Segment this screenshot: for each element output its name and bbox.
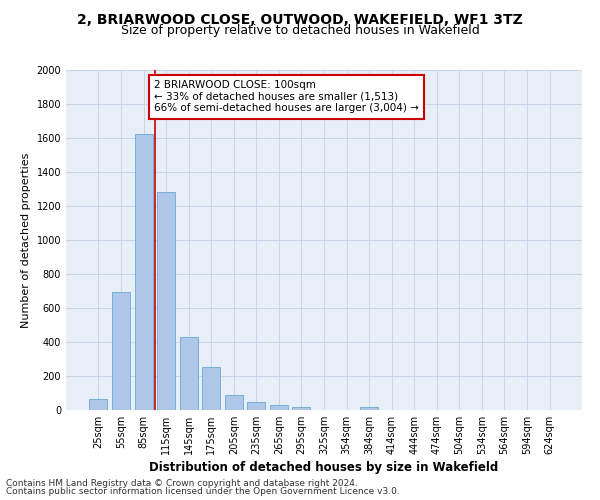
Bar xyxy=(247,402,265,410)
X-axis label: Distribution of detached houses by size in Wakefield: Distribution of detached houses by size … xyxy=(149,461,499,474)
Bar xyxy=(225,394,243,410)
Text: 2, BRIARWOOD CLOSE, OUTWOOD, WAKEFIELD, WF1 3TZ: 2, BRIARWOOD CLOSE, OUTWOOD, WAKEFIELD, … xyxy=(77,12,523,26)
Bar xyxy=(157,192,175,410)
Text: Contains HM Land Registry data © Crown copyright and database right 2024.: Contains HM Land Registry data © Crown c… xyxy=(6,478,358,488)
Text: Contains public sector information licensed under the Open Government Licence v3: Contains public sector information licen… xyxy=(6,487,400,496)
Bar xyxy=(112,292,130,410)
Text: Size of property relative to detached houses in Wakefield: Size of property relative to detached ho… xyxy=(121,24,479,37)
Bar xyxy=(89,399,107,410)
Y-axis label: Number of detached properties: Number of detached properties xyxy=(21,152,31,328)
Bar xyxy=(134,134,152,410)
Bar xyxy=(202,366,220,410)
Bar xyxy=(292,407,310,410)
Text: 2 BRIARWOOD CLOSE: 100sqm
← 33% of detached houses are smaller (1,513)
66% of se: 2 BRIARWOOD CLOSE: 100sqm ← 33% of detac… xyxy=(154,80,419,114)
Bar xyxy=(179,337,198,410)
Bar xyxy=(360,406,378,410)
Bar xyxy=(270,405,288,410)
